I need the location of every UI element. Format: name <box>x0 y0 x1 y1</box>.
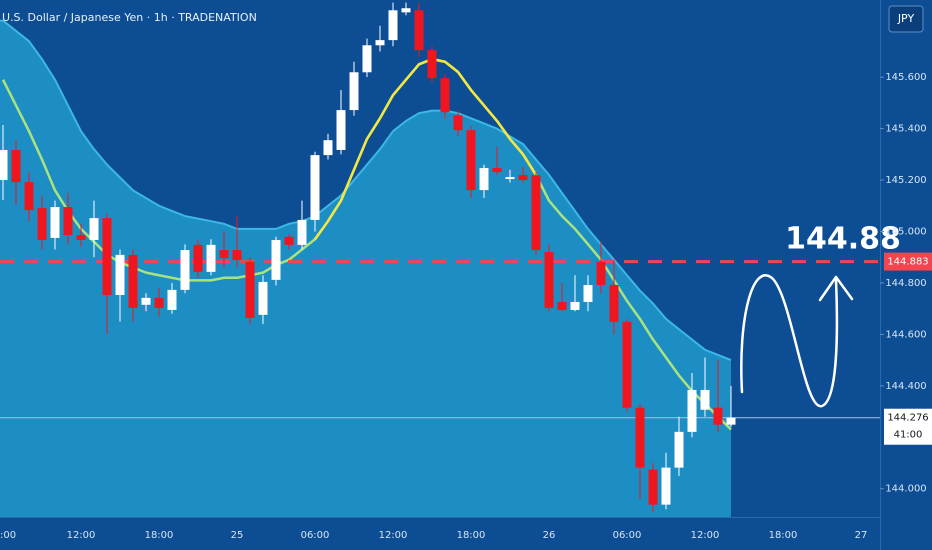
candle-body <box>245 261 255 318</box>
candle-body <box>635 407 645 468</box>
candle-body <box>479 167 489 191</box>
candle-body <box>206 244 216 272</box>
candle-body <box>505 176 515 180</box>
candle-body <box>596 261 606 285</box>
x-tick-label: 12:00 <box>379 530 408 541</box>
band-line <box>0 19 732 362</box>
candle-body <box>232 250 242 261</box>
arrow-head <box>818 275 854 302</box>
candle-body <box>336 110 346 150</box>
x-tick-label: 06:00 <box>301 530 330 541</box>
candle-body <box>11 149 21 183</box>
plot-area <box>0 2 880 517</box>
candle-body <box>414 10 424 51</box>
candle-body <box>37 208 47 240</box>
candle-body <box>453 115 463 131</box>
currency-button[interactable] <box>888 5 924 33</box>
band-fill <box>0 20 731 517</box>
candle-body <box>609 284 619 322</box>
y-tick-label: 145.600 <box>885 72 926 83</box>
y-tick-label: 144.600 <box>885 329 926 340</box>
x-tick-label: 12:00 <box>67 530 96 541</box>
x-tick-label: 18:00 <box>457 530 486 541</box>
candle-body <box>284 236 294 245</box>
candle-body <box>427 50 437 79</box>
candle-body <box>466 130 476 191</box>
x-tick-label: 25 <box>231 530 244 541</box>
currency-button-label[interactable]: JPY <box>897 12 915 25</box>
candle-body <box>583 284 593 302</box>
y-tick-label: 144.400 <box>885 381 926 392</box>
candle-body <box>726 417 736 425</box>
overlay: 144.88 <box>740 222 901 408</box>
candle-body <box>713 407 723 425</box>
y-tick-label: 145.000 <box>885 226 926 237</box>
candle-body <box>219 250 229 258</box>
target-annotation: 144.88 <box>785 222 901 257</box>
candle-body <box>674 431 684 468</box>
candle-body <box>492 167 502 173</box>
hand-drawn-path <box>740 274 839 408</box>
candle-body <box>76 235 86 240</box>
candle-body <box>115 254 125 296</box>
y-tick-label: 145.400 <box>885 124 926 135</box>
candle-body <box>102 218 112 296</box>
x-tick-label: 18:00 <box>769 530 798 541</box>
candle-body <box>141 297 151 305</box>
x-tick-label: 27 <box>855 530 868 541</box>
candle-body <box>193 244 203 272</box>
candle-body <box>622 321 632 408</box>
y-tick-label: 144.800 <box>885 278 926 289</box>
candle-body <box>0 149 8 181</box>
x-tick-label: 18:00 <box>145 530 174 541</box>
price-line-tag <box>884 252 932 271</box>
candle-body <box>310 155 320 220</box>
candle-body <box>297 219 307 245</box>
candle-body <box>388 10 398 41</box>
x-tick-label: :00 <box>0 530 16 541</box>
candle-body <box>362 45 372 73</box>
current-price-tag <box>884 408 932 445</box>
candle-body <box>401 8 411 13</box>
candle-body <box>544 252 554 308</box>
x-tick-label: 06:00 <box>613 530 642 541</box>
x-tick-label: 12:00 <box>691 530 720 541</box>
ma-line <box>313 57 538 240</box>
candle-body <box>50 207 60 238</box>
candle-body <box>557 301 567 310</box>
candle-body <box>687 389 697 432</box>
price-line-label: 144.883 <box>887 257 928 268</box>
current-price-label: 144.276 <box>887 413 928 424</box>
candle-body <box>661 467 671 505</box>
candle-body <box>167 289 177 310</box>
candle-body <box>570 301 580 310</box>
candle-body <box>128 254 138 308</box>
chart-title: U.S. Dollar / Japanese Yen · 1h · TRADEN… <box>2 11 257 24</box>
candle-body <box>271 239 281 280</box>
candle-body <box>154 297 164 308</box>
y-tick-label: 145.200 <box>885 175 926 186</box>
candle-body <box>440 78 450 113</box>
candle-body <box>258 281 268 315</box>
candle-body <box>89 218 99 240</box>
candle-body <box>24 182 34 211</box>
y-tick-label: 144.000 <box>885 484 926 495</box>
candle-body <box>375 40 385 46</box>
candle-body <box>63 207 73 236</box>
candle-body <box>323 140 333 156</box>
candle-body <box>518 175 528 181</box>
candle-body <box>648 469 658 505</box>
candle-body <box>531 175 541 251</box>
candle-body <box>349 72 359 111</box>
x-tick-label: 26 <box>543 530 556 541</box>
countdown-label: 41:00 <box>894 430 923 441</box>
candle-body <box>180 250 190 290</box>
candle-body <box>700 389 710 410</box>
